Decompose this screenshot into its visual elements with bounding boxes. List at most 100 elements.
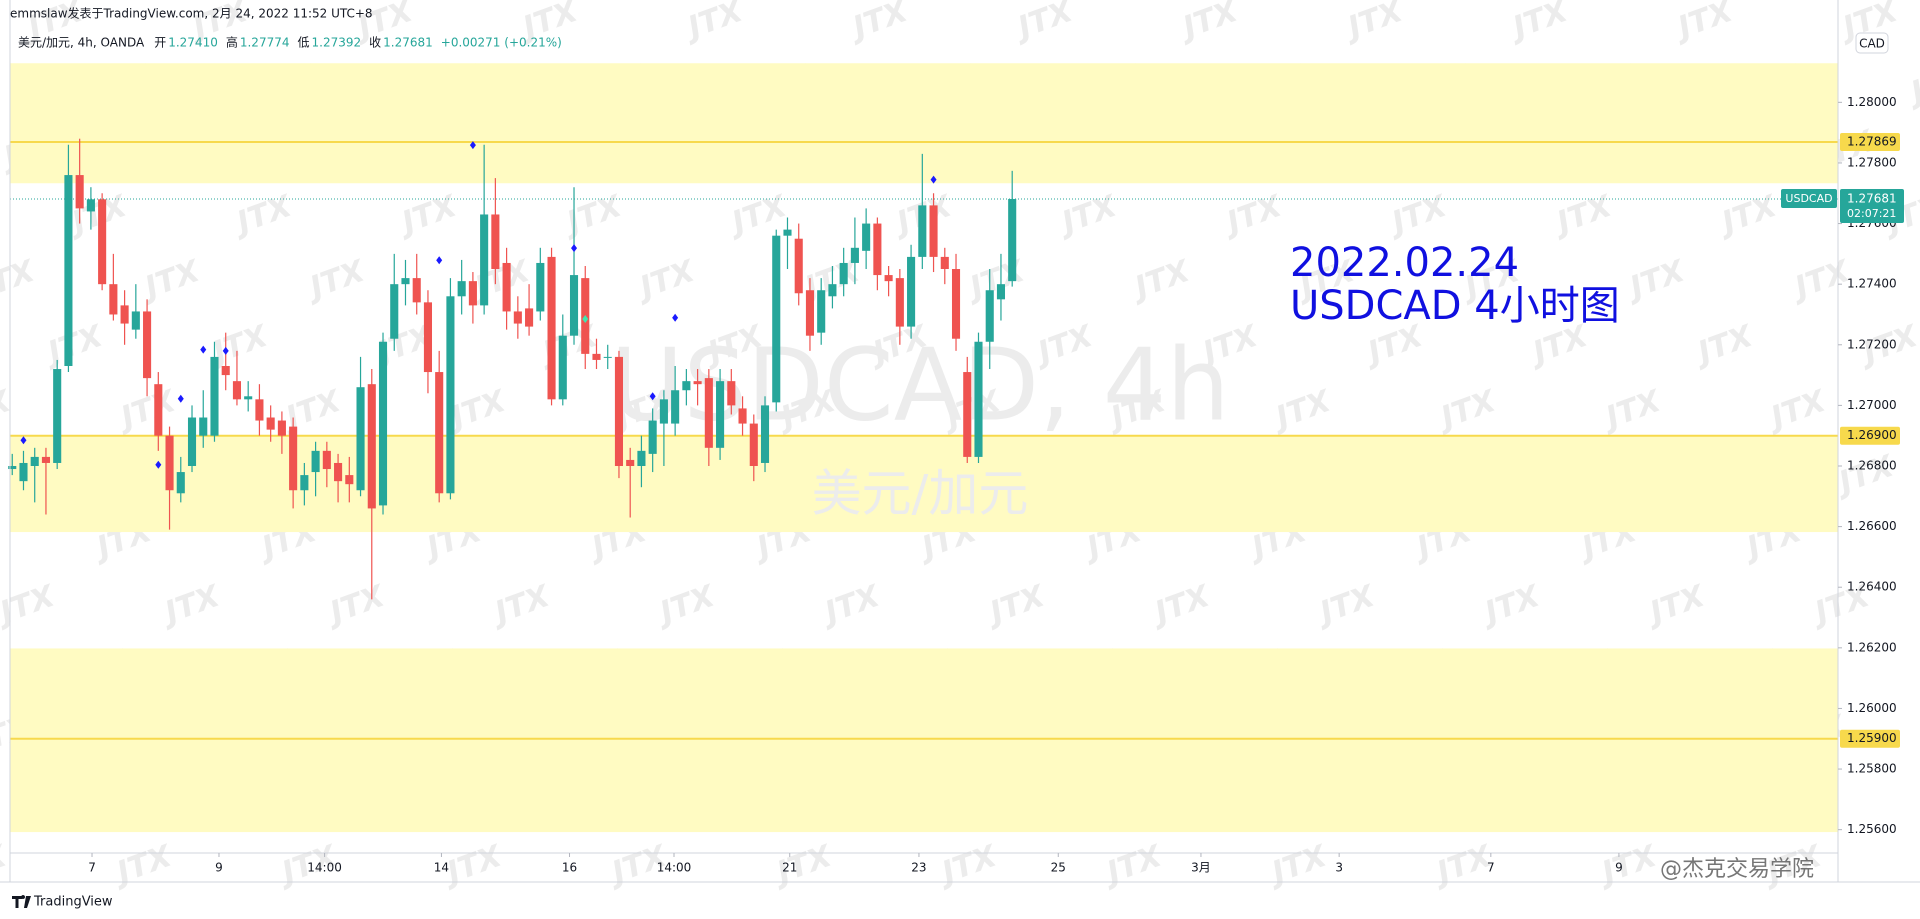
body: [412, 278, 421, 303]
body: [873, 223, 882, 276]
level-label: 1.27869: [1847, 135, 1897, 149]
legend: 美元/加元, 4h, OANDA 开 1.27410 高 1.27774 低 1.27392…: [18, 35, 562, 50]
body: [760, 405, 770, 463]
body: [558, 335, 567, 400]
annotation: 2022.02.24: [1290, 240, 1519, 286]
legend-change: +0.00271 (+0.21%): [441, 36, 562, 50]
body: [839, 262, 848, 285]
body: [311, 450, 320, 473]
y-tick-label: 1.27200: [1847, 337, 1897, 351]
body: [64, 175, 73, 366]
tv-logo: [12, 895, 31, 908]
body: [199, 417, 208, 436]
y-tick-label: 1.25600: [1847, 822, 1897, 836]
body: [165, 435, 174, 491]
body: [940, 256, 949, 270]
body: [693, 381, 702, 385]
body: [985, 290, 994, 342]
last-price-box: [1840, 189, 1904, 224]
zone: [10, 648, 1838, 833]
body: [244, 396, 253, 400]
marker: [436, 256, 443, 265]
y-tick-label: 1.26800: [1847, 459, 1897, 473]
body: [749, 423, 758, 467]
marker: [222, 346, 229, 355]
body: [30, 456, 39, 467]
marker: [200, 345, 207, 354]
body: [491, 214, 500, 270]
body: [468, 281, 477, 306]
level-label-box: [1840, 426, 1900, 445]
last-price: 1.27681: [1847, 192, 1897, 206]
symbol-label: USDCAD: [1785, 192, 1832, 205]
x-tick-label: 7: [1487, 861, 1495, 875]
countdown: 02:07:21: [1847, 207, 1896, 220]
body: [907, 256, 916, 327]
body: [378, 341, 388, 506]
body: [536, 262, 545, 312]
y-tick-label: 1.26000: [1847, 701, 1897, 715]
body: [951, 269, 961, 339]
body: [480, 214, 489, 306]
name-watermark: 美元/加元: [812, 465, 1029, 523]
body: [794, 238, 803, 294]
body: [805, 290, 815, 336]
body: [716, 381, 725, 448]
body: [704, 378, 713, 448]
legend-value: 1.27410: [168, 36, 218, 50]
x-tick-label: 9: [215, 861, 223, 875]
body: [232, 381, 241, 400]
plot: [8, 138, 1017, 600]
body: [783, 229, 792, 236]
currency: CAD: [1859, 37, 1885, 51]
body: [884, 275, 893, 282]
body: [1008, 199, 1017, 282]
body: [289, 426, 298, 491]
x-tick-label: 21: [782, 861, 797, 875]
body: [435, 372, 444, 494]
x-tick-label: 14: [434, 861, 449, 875]
body: [862, 223, 871, 251]
body: [41, 456, 50, 463]
x-tick-label: 14:00: [657, 861, 692, 875]
symbol-box: [1781, 189, 1837, 209]
zone: [10, 63, 1838, 184]
body: [356, 387, 365, 491]
x-tick-label: 3: [1335, 861, 1343, 875]
legend-value: 1.27392: [312, 36, 362, 50]
body: [817, 290, 826, 333]
x-tick-label: 16: [562, 861, 577, 875]
body: [525, 308, 534, 327]
legend-label: 收: [369, 36, 381, 50]
marker: [582, 315, 589, 324]
annotation: USDCAD 4小时图: [1290, 283, 1620, 329]
body: [502, 262, 511, 312]
legend-value: 1.27681: [383, 36, 433, 50]
legend-symbol: 美元/加元, 4h, OANDA: [18, 36, 145, 50]
body: [603, 356, 612, 358]
body: [637, 450, 646, 467]
body: [345, 475, 354, 485]
body: [547, 256, 556, 400]
body: [626, 459, 635, 467]
body: [334, 462, 343, 482]
body: [255, 399, 264, 421]
y-tick-label: 1.27400: [1847, 277, 1897, 291]
body: [266, 417, 275, 430]
symbol-watermark: USDCAD, 4h: [610, 326, 1229, 443]
body: [221, 365, 230, 376]
y-tick-label: 1.28000: [1847, 95, 1897, 109]
x-tick-label: 9: [1615, 861, 1623, 875]
level-label: 1.25900: [1847, 731, 1897, 745]
body: [648, 420, 657, 454]
body: [98, 199, 107, 285]
body: [772, 235, 781, 403]
body: [918, 205, 927, 257]
body: [974, 341, 983, 457]
zones: [10, 63, 1838, 833]
y-tick-label: 1.26200: [1847, 640, 1897, 654]
body: [53, 369, 62, 463]
x-tick-label: 14:00: [307, 861, 342, 875]
body: [131, 311, 140, 330]
